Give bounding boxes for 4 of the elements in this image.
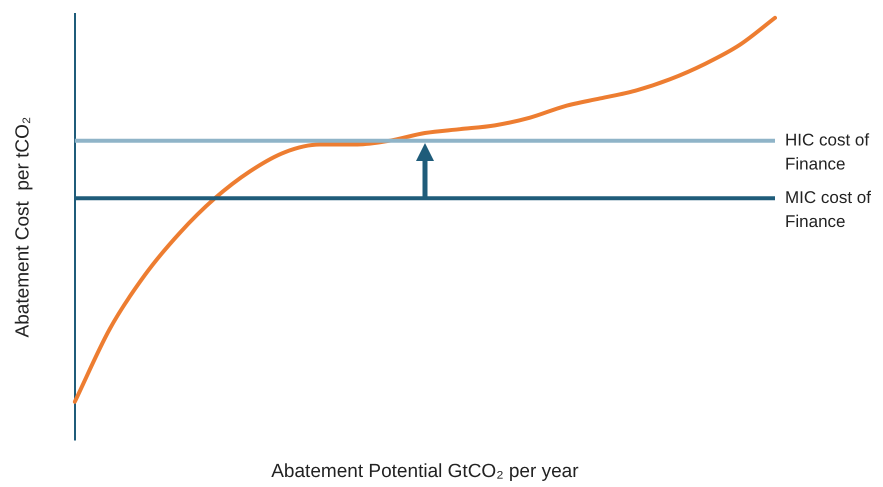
y-axis-title: Abatement Cost per tCO₂ [12,116,34,338]
x-axis-title: Abatement Potential GtCO₂ per year [271,460,580,482]
ref-line-label: HIC cost of Finance [785,130,870,174]
ref-line-label: MIC cost of Finance [785,188,872,231]
